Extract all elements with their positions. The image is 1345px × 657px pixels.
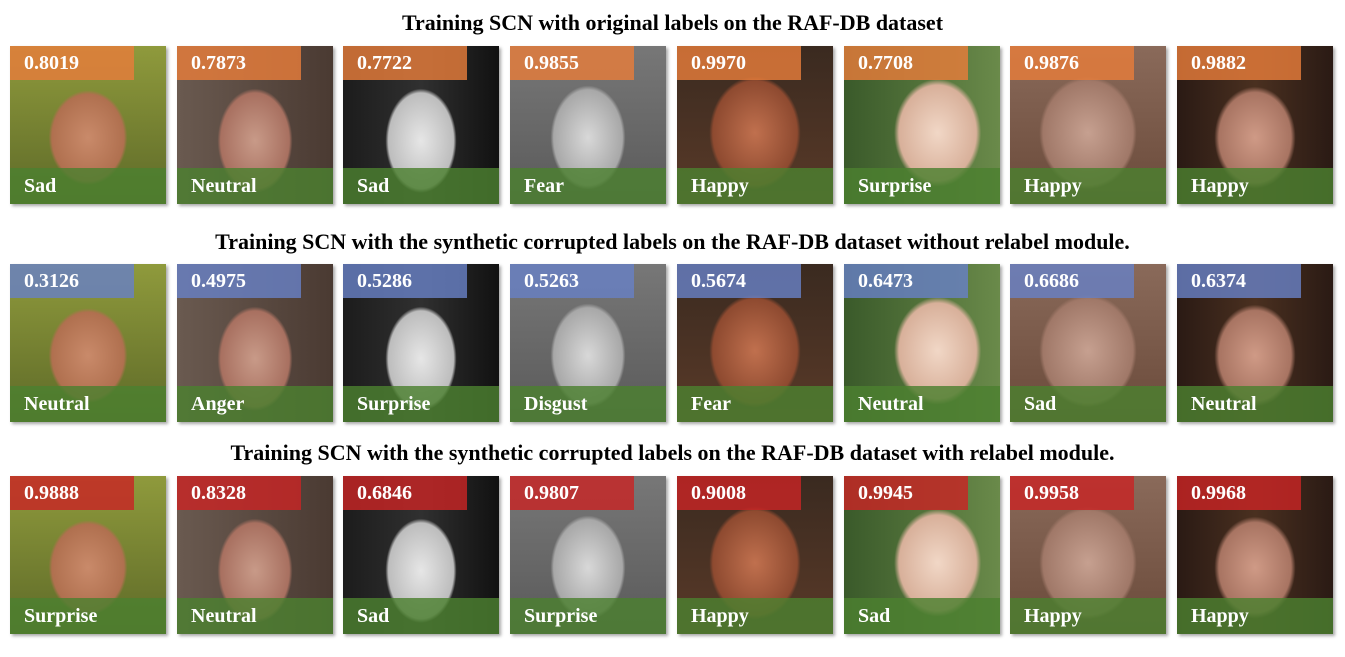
face-tile-with-relabel: 0.9958 Happy <box>1010 476 1166 634</box>
expression-label: Happy <box>677 598 833 634</box>
face-tile-with-relabel: 0.9968 Happy <box>1177 476 1333 634</box>
confidence-score: 0.9807 <box>510 476 634 510</box>
face-tile-with-relabel: 0.6846 Sad <box>343 476 499 634</box>
confidence-score: 0.6473 <box>844 264 968 298</box>
face-tile-original: 0.8019 Sad <box>10 46 166 204</box>
confidence-score: 0.7873 <box>177 46 301 80</box>
face-row-corrupted-with-relabel: 0.9888 Surprise 0.8328 Neutral 0.6846 Sad 0.98… <box>10 476 1340 636</box>
face-tile-original: 0.7722 Sad <box>343 46 499 204</box>
expression-label: Happy <box>1177 598 1333 634</box>
confidence-score: 0.6686 <box>1010 264 1134 298</box>
expression-label: Sad <box>343 168 499 204</box>
confidence-score: 0.5263 <box>510 264 634 298</box>
confidence-score: 0.3126 <box>10 264 134 298</box>
confidence-score: 0.8328 <box>177 476 301 510</box>
confidence-score: 0.9968 <box>1177 476 1301 510</box>
face-row-original: 0.8019 Sad 0.7873 Neutral 0.7722 Sad 0.9855 Fea… <box>10 46 1340 206</box>
confidence-score: 0.6374 <box>1177 264 1301 298</box>
face-tile-with-relabel: 0.9807 Surprise <box>510 476 666 634</box>
face-tile-without-relabel: 0.5674 Fear <box>677 264 833 422</box>
expression-label: Disgust <box>510 386 666 422</box>
face-tile-original: 0.9855 Fear <box>510 46 666 204</box>
face-tile-without-relabel: 0.3126 Neutral <box>10 264 166 422</box>
confidence-score: 0.5286 <box>343 264 467 298</box>
expression-label: Neutral <box>844 386 1000 422</box>
confidence-score: 0.5674 <box>677 264 801 298</box>
confidence-score: 0.9855 <box>510 46 634 80</box>
confidence-score: 0.9882 <box>1177 46 1301 80</box>
expression-label: Sad <box>1010 386 1166 422</box>
confidence-score: 0.9888 <box>10 476 134 510</box>
expression-label: Happy <box>677 168 833 204</box>
face-tile-original: 0.9882 Happy <box>1177 46 1333 204</box>
expression-label: Surprise <box>343 386 499 422</box>
confidence-score: 0.9970 <box>677 46 801 80</box>
face-tile-original: 0.7873 Neutral <box>177 46 333 204</box>
expression-label: Happy <box>1010 168 1166 204</box>
confidence-score: 0.9958 <box>1010 476 1134 510</box>
expression-label: Neutral <box>177 168 333 204</box>
face-tile-with-relabel: 0.9008 Happy <box>677 476 833 634</box>
face-tile-with-relabel: 0.9945 Sad <box>844 476 1000 634</box>
expression-label: Neutral <box>10 386 166 422</box>
face-tile-without-relabel: 0.5263 Disgust <box>510 264 666 422</box>
expression-label: Surprise <box>10 598 166 634</box>
confidence-score: 0.8019 <box>10 46 134 80</box>
face-tile-with-relabel: 0.8328 Neutral <box>177 476 333 634</box>
confidence-score: 0.6846 <box>343 476 467 510</box>
confidence-score: 0.9008 <box>677 476 801 510</box>
expression-label: Sad <box>343 598 499 634</box>
row-3-title: Training SCN with the synthetic corrupte… <box>230 440 1115 465</box>
confidence-score: 0.4975 <box>177 264 301 298</box>
expression-label: Neutral <box>177 598 333 634</box>
face-tile-without-relabel: 0.6473 Neutral <box>844 264 1000 422</box>
face-tile-without-relabel: 0.6374 Neutral <box>1177 264 1333 422</box>
face-row-corrupted-without-relabel: 0.3126 Neutral 0.4975 Anger 0.5286 Surprise 0.… <box>10 264 1340 424</box>
confidence-score: 0.7708 <box>844 46 968 80</box>
confidence-score: 0.7722 <box>343 46 467 80</box>
expression-label: Fear <box>677 386 833 422</box>
expression-label: Neutral <box>1177 386 1333 422</box>
face-tile-without-relabel: 0.6686 Sad <box>1010 264 1166 422</box>
confidence-score: 0.9876 <box>1010 46 1134 80</box>
expression-label: Surprise <box>844 168 1000 204</box>
expression-label: Happy <box>1010 598 1166 634</box>
expression-label: Anger <box>177 386 333 422</box>
face-tile-without-relabel: 0.4975 Anger <box>177 264 333 422</box>
row-2-title: Training SCN with the synthetic corrupte… <box>215 229 1130 254</box>
expression-label: Fear <box>510 168 666 204</box>
expression-label: Happy <box>1177 168 1333 204</box>
face-tile-original: 0.9970 Happy <box>677 46 833 204</box>
face-tile-without-relabel: 0.5286 Surprise <box>343 264 499 422</box>
expression-label: Surprise <box>510 598 666 634</box>
face-tile-original: 0.9876 Happy <box>1010 46 1166 204</box>
expression-label: Sad <box>10 168 166 204</box>
face-tile-original: 0.7708 Surprise <box>844 46 1000 204</box>
row-1-title: Training SCN with original labels on the… <box>401 10 944 35</box>
face-tile-with-relabel: 0.9888 Surprise <box>10 476 166 634</box>
confidence-score: 0.9945 <box>844 476 968 510</box>
expression-label: Sad <box>844 598 1000 634</box>
